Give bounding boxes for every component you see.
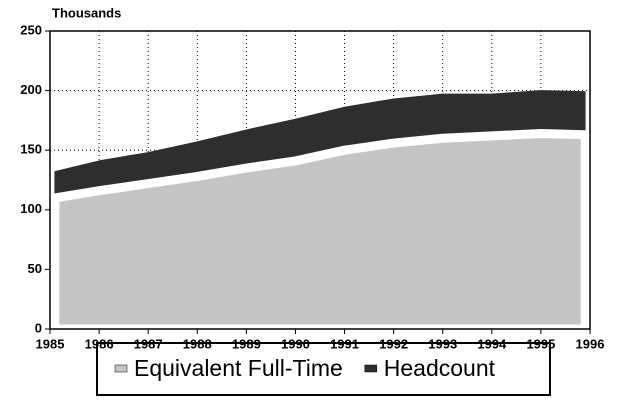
y-tick-label: 0 xyxy=(35,320,42,335)
legend-box xyxy=(96,342,551,396)
plot-frame xyxy=(49,30,591,330)
x-tick-label: 1995 xyxy=(526,336,555,351)
x-tick-label: 1991 xyxy=(330,336,359,351)
x-tick-label: 1996 xyxy=(576,336,605,351)
y-tick-label: 250 xyxy=(20,22,42,37)
legend-swatch xyxy=(364,364,378,373)
y-tick-label: 50 xyxy=(28,261,42,276)
x-tick-label: 1986 xyxy=(85,336,114,351)
area xyxy=(50,129,590,334)
x-tick-label: 1989 xyxy=(232,336,261,351)
legend-label: Headcount xyxy=(384,355,496,381)
legend-swatch xyxy=(114,364,128,373)
y-tick-label: 100 xyxy=(20,201,42,216)
x-tick-label: 1992 xyxy=(379,336,408,351)
x-tick-label: 1994 xyxy=(477,336,507,351)
x-tick-label: 1993 xyxy=(428,336,457,351)
y-unit-label: Thousands xyxy=(52,5,121,20)
legend-label: Equivalent Full-Time xyxy=(134,355,343,381)
x-tick-label: 1988 xyxy=(183,336,212,351)
x-tick-label: 1985 xyxy=(36,336,65,351)
y-tick-label: 150 xyxy=(20,142,42,157)
x-tick-label: 1987 xyxy=(134,336,163,351)
x-tick-label: 1990 xyxy=(281,336,310,351)
y-tick-label: 200 xyxy=(20,82,42,97)
